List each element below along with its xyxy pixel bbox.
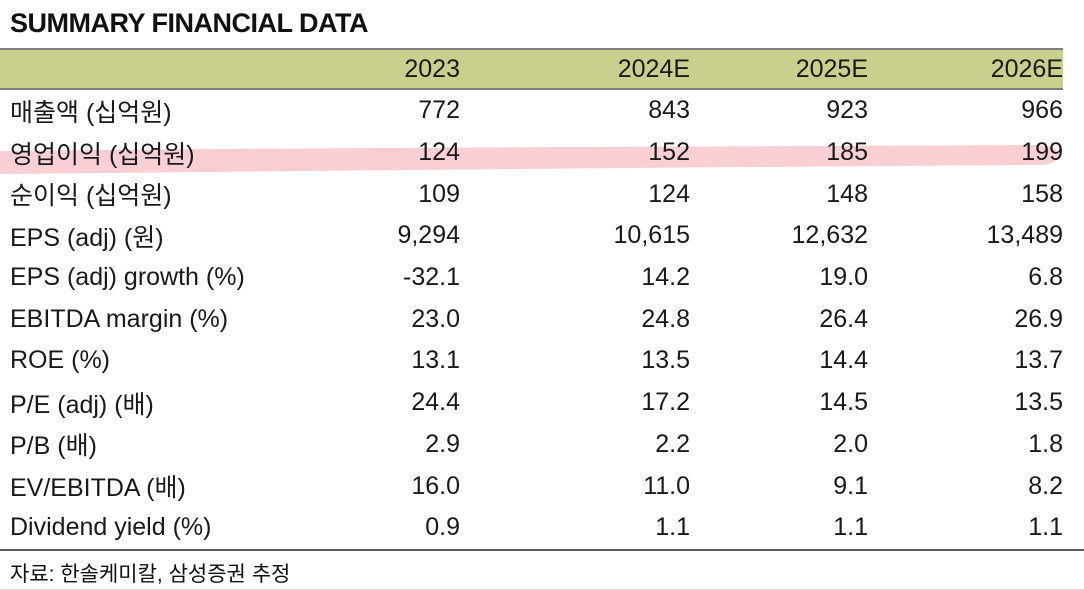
cell-value: 148 xyxy=(826,179,868,208)
cell-value: 23.0 xyxy=(411,304,460,333)
cell-value: 966 xyxy=(1021,96,1063,125)
table-row-operating-profit: 영업이익 (십억원) 124 152 185 199 xyxy=(0,132,1063,174)
cell-value: 124 xyxy=(648,179,690,208)
row-label: 순이익 (십억원) xyxy=(10,182,172,211)
cell-value: 24.8 xyxy=(641,304,690,333)
cell-value: 13,489 xyxy=(986,221,1063,250)
row-label: 매출액 (십억원) xyxy=(10,98,172,127)
page-title: SUMMARY FINANCIAL DATA xyxy=(10,8,368,38)
cell-value: 14.4 xyxy=(819,346,868,375)
table-row-ev-ebitda: EV/EBITDA (배) 16.0 11.0 9.1 8.2 xyxy=(0,465,1063,507)
cell-value: 26.4 xyxy=(819,304,868,333)
table-row-net-profit: 순이익 (십억원) 109 124 148 158 xyxy=(0,173,1063,215)
column-header-2026e: 2026E xyxy=(990,54,1063,83)
cell-value: 1.1 xyxy=(1028,513,1063,542)
table-row-pe: P/E (adj) (배) 24.4 17.2 14.5 13.5 xyxy=(0,382,1063,424)
cell-value: 0.9 xyxy=(425,513,460,542)
row-label: EPS (adj) (원) xyxy=(10,223,164,252)
row-label: EV/EBITDA (배) xyxy=(10,474,186,503)
cell-value: 14.5 xyxy=(819,388,868,417)
cell-value: 9,294 xyxy=(397,221,460,250)
cell-value: 9.1 xyxy=(833,471,868,500)
cell-value: 109 xyxy=(418,179,460,208)
cell-value: 19.0 xyxy=(819,263,868,292)
cell-value: 152 xyxy=(648,138,690,167)
cell-value: 13.5 xyxy=(1014,388,1063,417)
cell-value: 843 xyxy=(648,96,690,125)
row-label: P/E (adj) (배) xyxy=(10,390,154,419)
cell-value: 13.7 xyxy=(1014,346,1063,375)
table-row-revenue: 매출액 (십억원) 772 843 923 966 xyxy=(0,90,1063,132)
cell-value: 26.9 xyxy=(1014,304,1063,333)
cell-value: 2.2 xyxy=(655,429,690,458)
column-header-2025e: 2025E xyxy=(795,54,868,83)
table-row-roe: ROE (%) 13.1 13.5 14.4 13.7 xyxy=(0,340,1063,382)
cell-value: 2.0 xyxy=(833,429,868,458)
row-label: Dividend yield (%) xyxy=(10,513,212,542)
table-row-pb: P/B (배) 2.9 2.2 2.0 1.8 xyxy=(0,424,1063,466)
table-bottom-rule xyxy=(0,548,1084,551)
cell-value: 24.4 xyxy=(411,388,460,417)
cell-value: -32.1 xyxy=(403,263,460,292)
table-row-eps: EPS (adj) (원) 9,294 10,615 12,632 13,489 xyxy=(0,215,1063,257)
column-header-2023: 2023 xyxy=(404,54,460,83)
financial-summary-table: 2023 2024E 2025E 2026E 매출액 (십억원) 772 843… xyxy=(0,48,1084,551)
cell-value: 1.1 xyxy=(655,513,690,542)
cell-value: 13.1 xyxy=(411,346,460,375)
cell-value: 13.5 xyxy=(641,346,690,375)
cell-value: 17.2 xyxy=(641,388,690,417)
row-label: EBITDA margin (%) xyxy=(10,304,229,333)
cell-value: 6.8 xyxy=(1028,263,1063,292)
cell-value: 1.8 xyxy=(1028,429,1063,458)
cell-value: 2.9 xyxy=(425,429,460,458)
cell-value: 199 xyxy=(1021,138,1063,167)
row-label: 영업이익 (십억원) xyxy=(10,140,195,169)
source-note: 자료: 한솔케미칼, 삼성증권 추정 xyxy=(10,562,291,586)
cell-value: 772 xyxy=(418,96,460,125)
row-label: ROE (%) xyxy=(10,346,110,375)
table-row-ebitda-margin: EBITDA margin (%) 23.0 24.8 26.4 26.9 xyxy=(0,298,1063,340)
cell-value: 158 xyxy=(1021,179,1063,208)
row-label: P/B (배) xyxy=(10,432,97,461)
cell-value: 12,632 xyxy=(791,221,868,250)
table-row-eps-growth: EPS (adj) growth (%) -32.1 14.2 19.0 6.8 xyxy=(0,257,1063,299)
cell-value: 185 xyxy=(826,138,868,167)
cell-value: 124 xyxy=(418,138,460,167)
table-row-dividend-yield: Dividend yield (%) 0.9 1.1 1.1 1.1 xyxy=(0,507,1063,549)
table-header-row: 2023 2024E 2025E 2026E xyxy=(0,48,1063,90)
cell-value: 923 xyxy=(826,96,868,125)
cell-value: 8.2 xyxy=(1028,471,1063,500)
cell-value: 16.0 xyxy=(411,471,460,500)
column-header-2024e: 2024E xyxy=(617,54,690,83)
cell-value: 1.1 xyxy=(833,513,868,542)
cell-value: 14.2 xyxy=(641,263,690,292)
row-label: EPS (adj) growth (%) xyxy=(10,263,245,292)
cell-value: 10,615 xyxy=(613,221,690,250)
cell-value: 11.0 xyxy=(643,471,690,500)
